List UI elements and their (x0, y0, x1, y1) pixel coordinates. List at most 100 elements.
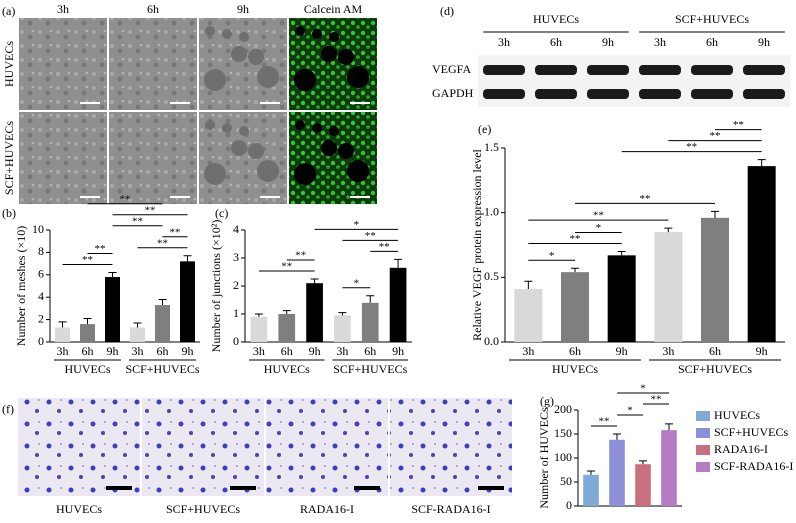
error-bar (664, 227, 673, 233)
void (248, 143, 264, 159)
group-label: HUVECs (264, 362, 310, 376)
sig-label: ** (281, 261, 292, 273)
void (222, 29, 232, 39)
error-bar (282, 310, 291, 314)
band (743, 89, 785, 99)
y-tick-label: 4 (38, 289, 44, 303)
error-bar (639, 460, 647, 465)
group-label: SCF+HUVECs (125, 362, 199, 376)
bar (701, 217, 729, 342)
void (294, 69, 316, 91)
band (639, 89, 681, 99)
column-header: 3h (57, 2, 69, 16)
lane-label: 6h (706, 35, 718, 49)
panel-label: (a) (2, 4, 15, 18)
band (743, 65, 785, 75)
column-header: 9h (237, 2, 249, 16)
y-tick-label: 0 (38, 334, 44, 348)
lane-label: 3h (654, 35, 666, 49)
sig-label: ** (82, 254, 93, 266)
sig-label: ** (145, 204, 156, 216)
x-tick-label: 3h (132, 344, 144, 358)
y-tick-label: 0.5 (484, 269, 499, 283)
y-tick-label: 100 (554, 450, 572, 464)
legend-swatch (696, 411, 710, 421)
group-label: SCF+HUVECs (678, 362, 752, 376)
group-label: HUVECs (533, 12, 579, 26)
x-tick-label: 6h (569, 344, 581, 358)
x-tick-label: 3h (662, 344, 674, 358)
error-bar (366, 295, 375, 303)
error-bar (338, 312, 347, 316)
x-tick-label: 9h (616, 344, 628, 358)
bar (155, 305, 170, 342)
image-label: SCF-RADA16-I (411, 502, 490, 516)
void (205, 26, 215, 36)
band (535, 89, 577, 99)
void (239, 126, 249, 136)
y-tick-label: 0 (566, 498, 572, 512)
void (257, 160, 279, 182)
band-label: GAPDH (432, 86, 474, 100)
legend-swatch (696, 445, 710, 455)
void (295, 26, 305, 36)
bar (607, 255, 636, 342)
western-blot: (d) (440, 4, 790, 107)
x-tick-label: 3h (253, 344, 265, 358)
image-label: RADA16-I (300, 502, 354, 516)
y-axis-label: Number of HUVECs (537, 407, 551, 509)
legend-label: RADA16-I (714, 442, 768, 456)
y-tick-label: 200 (554, 402, 572, 416)
sig-label: * (354, 219, 360, 231)
band (691, 89, 733, 99)
band (639, 65, 681, 75)
error-bar (665, 423, 673, 431)
microscopy-grid: (a) (2, 4, 15, 18)
void (231, 46, 247, 62)
bar (661, 430, 677, 506)
sig-label: ** (651, 394, 662, 406)
y-tick-label: 6 (38, 267, 44, 281)
band-label: VEGFA (432, 62, 471, 76)
band (587, 89, 629, 99)
sig-label: * (549, 250, 555, 262)
sig-label: ** (570, 233, 581, 245)
error-bar (58, 321, 67, 328)
bar (250, 316, 268, 342)
void (312, 123, 322, 133)
error-bar (617, 250, 626, 256)
x-tick-label: 3h (57, 344, 69, 358)
x-tick-label: 6h (364, 344, 376, 358)
scale-bar (478, 486, 504, 490)
sig-label: ** (295, 250, 306, 262)
stain-images: (f) (2, 402, 14, 416)
error-bar (254, 313, 263, 317)
blot-membrane (478, 55, 790, 107)
x-tick-label: 3h (522, 344, 534, 358)
void (248, 49, 264, 65)
error-bar (524, 280, 533, 289)
y-tick-label: 1.5 (484, 140, 499, 154)
scale-bar (354, 486, 380, 490)
x-tick-label: 9h (182, 344, 194, 358)
y-tick-label: 2 (233, 278, 239, 292)
bar (130, 327, 145, 342)
error-bar (613, 433, 621, 440)
group-label: SCF+HUVECs (675, 12, 749, 26)
void (338, 143, 354, 159)
micrograph (142, 398, 264, 496)
void (321, 140, 337, 156)
x-tick-label: 9h (309, 344, 321, 358)
error-bar (571, 267, 579, 273)
lane-label: 3h (498, 35, 510, 49)
panel-label: (d) (440, 4, 454, 18)
lane-label: 9h (602, 35, 614, 49)
x-tick-label: 6h (157, 344, 169, 358)
bar (609, 439, 625, 506)
void (204, 69, 226, 91)
legend-label: SCF-RADA16-I (714, 459, 793, 473)
void (205, 120, 215, 130)
lane-label: 6h (550, 35, 562, 49)
error-bar (183, 255, 192, 262)
